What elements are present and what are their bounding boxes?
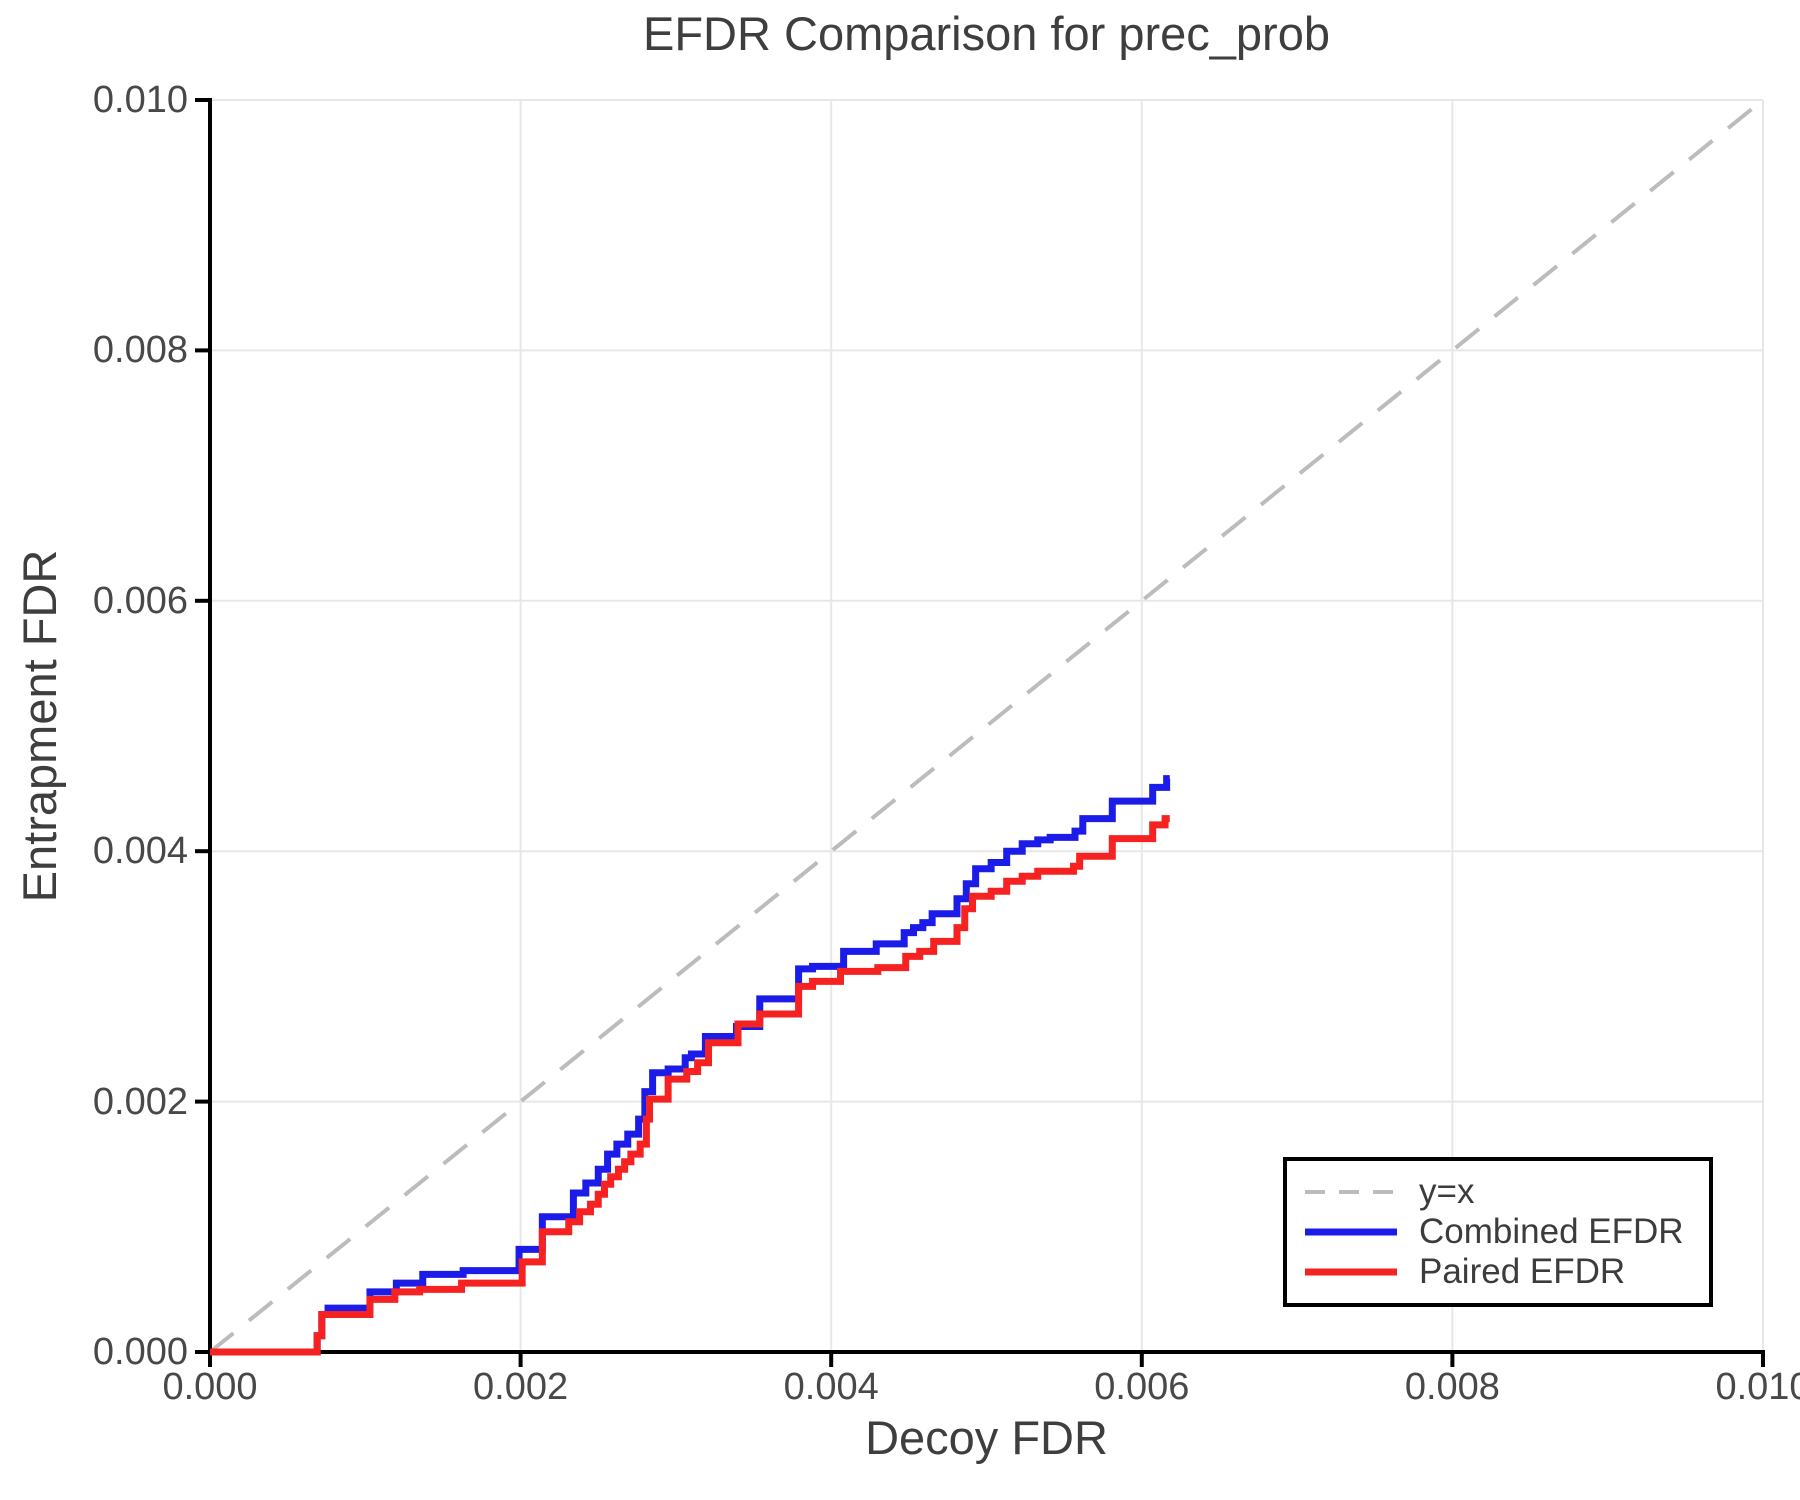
- legend-label: y=x: [1419, 1172, 1475, 1211]
- y-tick-label: 0.004: [92, 830, 188, 873]
- x-tick-label: 0.006: [1094, 1366, 1190, 1408]
- x-tick-label: 0.010: [1715, 1366, 1800, 1408]
- x-tick-label: 0.002: [473, 1366, 569, 1408]
- dashed-reference-line-sample: [1305, 1190, 1397, 1194]
- chart-title: EFDR Comparison for prec_prob: [643, 7, 1330, 60]
- diagonal-reference-line: [208, 98, 1765, 1354]
- legend-item-yx: y=x: [1305, 1172, 1709, 1212]
- paired-efdr-line-sample: [1305, 1268, 1397, 1276]
- x-axis-title: Decoy FDR: [865, 1411, 1108, 1464]
- y-tick-label: 0.010: [92, 79, 188, 121]
- y-axis-title: Entrapment FDR: [13, 549, 66, 903]
- legend: y=x Combined EFDR Paired EFDR: [1283, 1157, 1713, 1307]
- legend-label: Paired EFDR: [1419, 1252, 1626, 1291]
- legend-item-combined-efdr: Combined EFDR: [1305, 1212, 1709, 1252]
- x-tick-label: 0.004: [783, 1366, 879, 1408]
- y-tick-label: 0.006: [92, 579, 188, 622]
- x-tick-label: 0.008: [1404, 1366, 1500, 1408]
- y-tick-label: 0.002: [92, 1080, 188, 1123]
- combined-efdr-line: [210, 775, 1171, 1356]
- legend-label: Combined EFDR: [1419, 1212, 1684, 1251]
- paired-efdr-line: [210, 815, 1170, 1356]
- x-tick-label: 0.000: [162, 1366, 258, 1408]
- legend-item-paired-efdr: Paired EFDR: [1305, 1252, 1709, 1292]
- y-tick-label: 0.008: [92, 329, 188, 372]
- y-tick-label: 0.000: [92, 1331, 188, 1373]
- combined-efdr-line-sample: [1305, 1228, 1397, 1236]
